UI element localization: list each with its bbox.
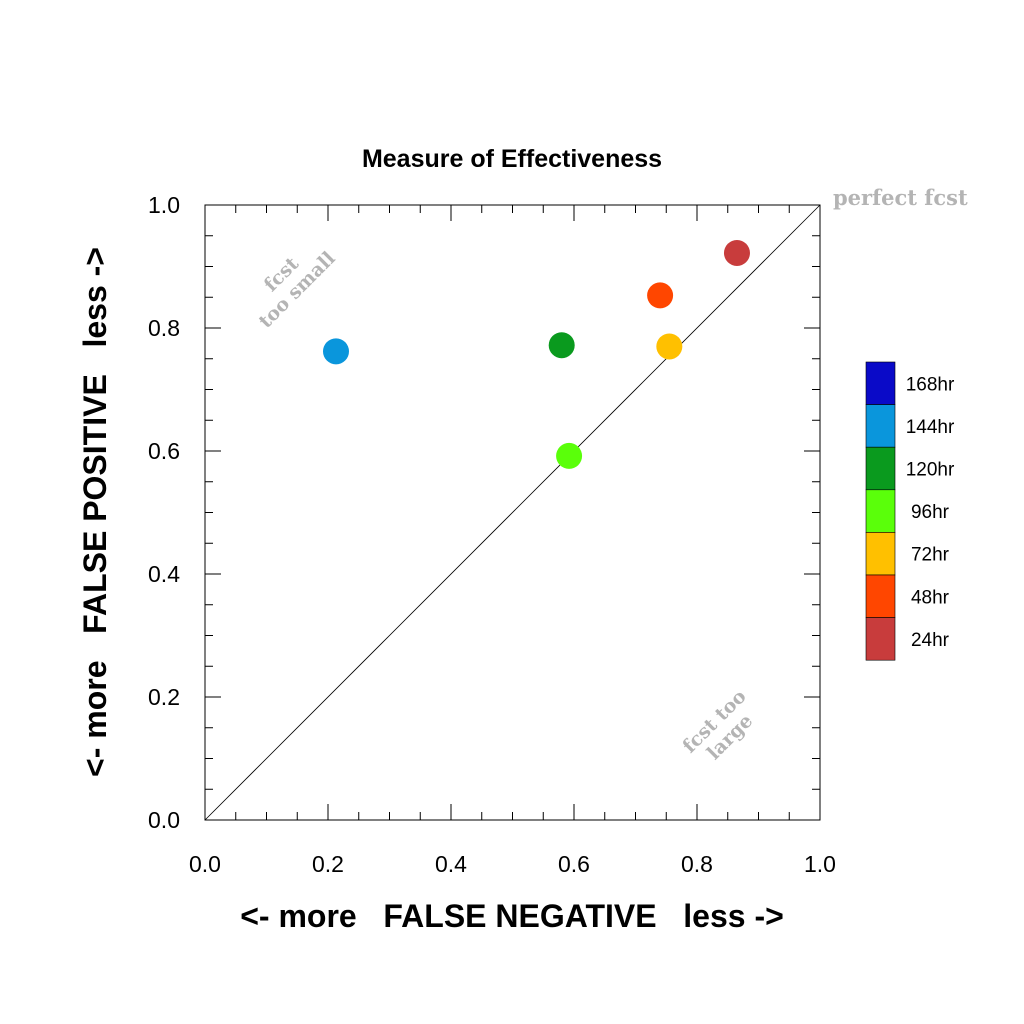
chart-title: Measure of Effectiveness: [362, 145, 662, 173]
point-120hr: [548, 332, 575, 359]
legend-label-48hr: 48hr: [911, 587, 950, 608]
legend-label-144hr: 144hr: [906, 417, 955, 438]
x-tick-label: 0.6: [558, 851, 590, 877]
legend-label-72hr: 72hr: [911, 545, 950, 566]
point-144hr: [322, 338, 349, 365]
x-tick-label: 1.0: [804, 851, 836, 877]
x-axis-label: <- more FALSE NEGATIVE less ->: [240, 898, 784, 934]
x-tick-label: 0.2: [312, 851, 344, 877]
point-96hr: [556, 442, 583, 469]
point-24hr: [723, 239, 750, 266]
perfect-forecast-line: [204, 204, 821, 821]
legend-swatch-120hr: [865, 446, 896, 491]
legend-label-168hr: 168hr: [906, 374, 955, 395]
too-small-annotation: fcst too small: [255, 248, 340, 333]
too-small-line2: too small: [255, 248, 340, 333]
legend-swatch-168hr: [865, 361, 896, 405]
legend-label-24hr: 24hr: [911, 630, 950, 651]
legend-swatch-72hr: [865, 532, 896, 576]
y-tick-label: 0.6: [148, 438, 180, 464]
legend-label-120hr: 120hr: [906, 460, 955, 481]
x-tick-label: 0.8: [681, 851, 713, 877]
y-tick-label: 0.0: [148, 807, 180, 833]
x-tick-label: 0.0: [189, 851, 221, 877]
y-tick-label: 0.2: [148, 684, 180, 710]
y-tick-label: 0.8: [148, 315, 180, 341]
axis-ticks: [204, 204, 821, 821]
legend-swatch-96hr: [865, 489, 896, 533]
too-large-annotation: fcst too large: [678, 685, 757, 764]
legend-swatch-24hr: [865, 617, 896, 661]
legend: 168hr 144hr 120hr 96hr 72hr 48hr 24hr: [865, 361, 955, 661]
data-points: [322, 239, 750, 469]
point-48hr: [647, 282, 674, 309]
tick-labels: 0.0 0.2 0.4 0.6 0.8 1.0 0.0 0.2 0.4 0.6 0.8 1.0: [148, 192, 836, 877]
legend-swatch-48hr: [865, 574, 896, 618]
y-axis-label: <- more FALSE POSITIVE less ->: [77, 247, 113, 777]
legend-swatch-144hr: [865, 404, 896, 448]
perfect-fcst-annotation: perfect fcst: [833, 185, 968, 210]
y-tick-label: 1.0: [148, 192, 180, 218]
y-tick-label: 0.4: [148, 561, 180, 587]
point-72hr: [656, 333, 683, 360]
x-tick-label: 0.4: [435, 851, 467, 877]
legend-label-96hr: 96hr: [911, 502, 950, 523]
